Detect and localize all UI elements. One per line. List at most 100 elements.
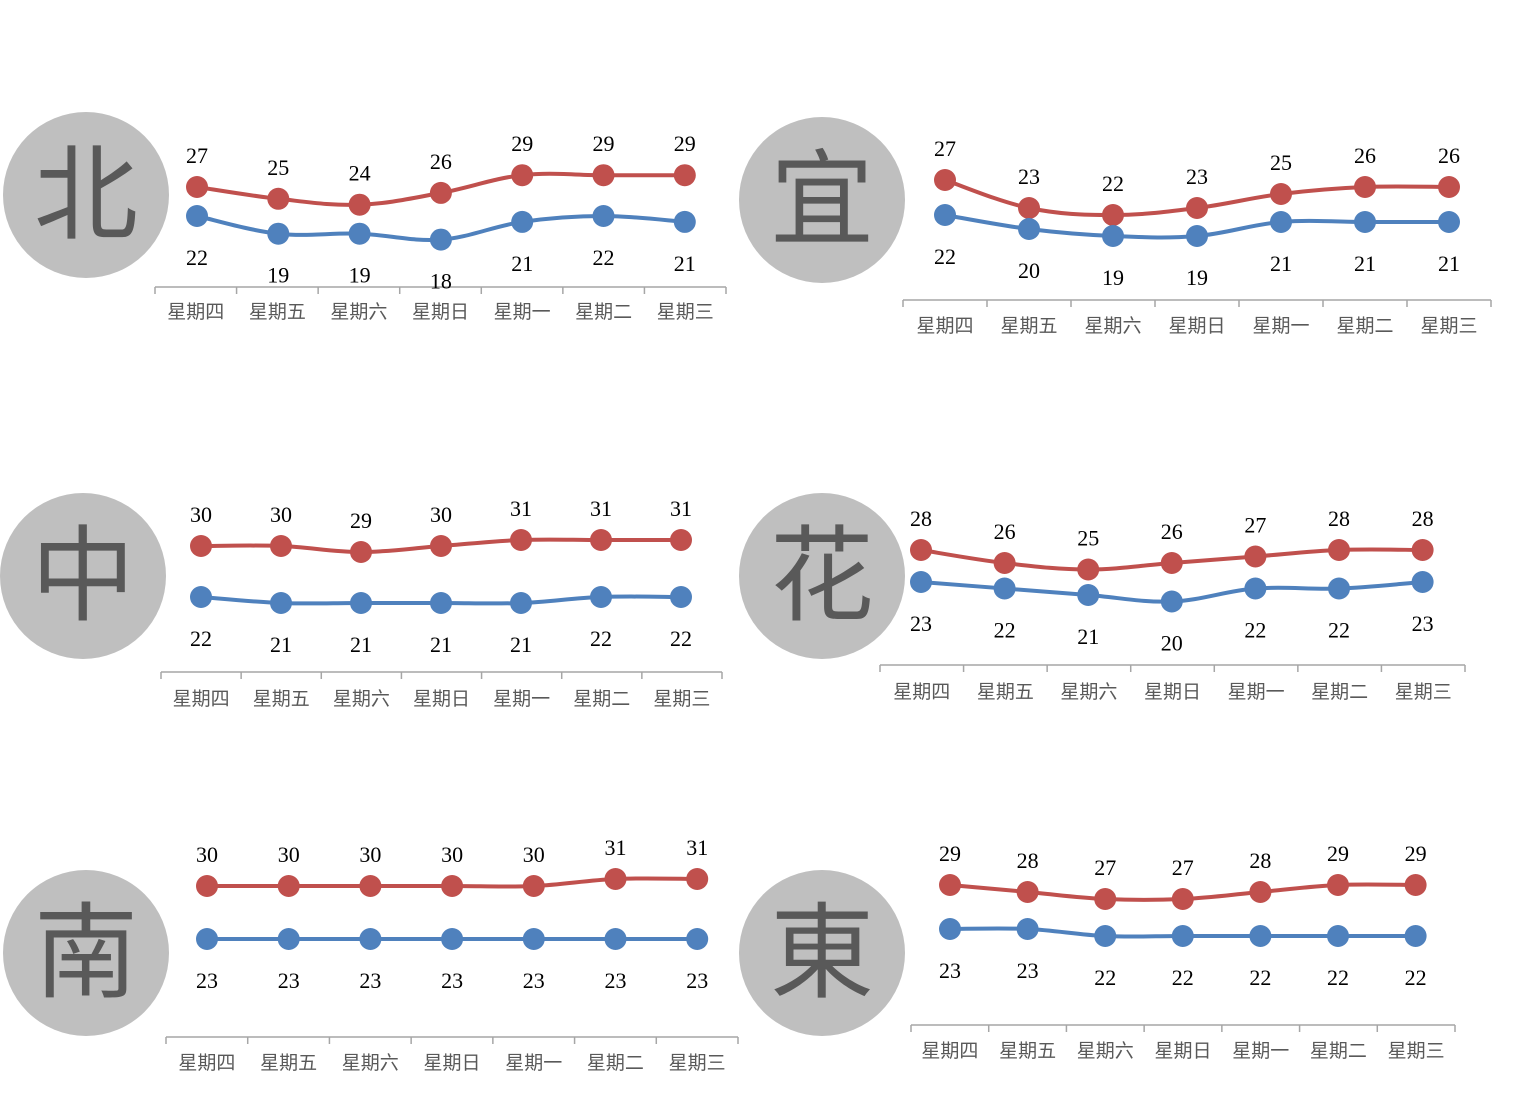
region-label: 花 <box>769 515 874 637</box>
low-temp-label: 23 <box>196 968 218 993</box>
high-temp-point <box>939 874 961 896</box>
high-temp-label: 26 <box>1354 143 1376 168</box>
high-temp-point <box>1018 197 1040 219</box>
high-temp-point <box>1270 183 1292 205</box>
high-temp-point <box>430 535 452 557</box>
region-badge: 北 <box>3 112 169 278</box>
high-temp-label: 26 <box>430 149 452 174</box>
low-temp-label: 22 <box>186 245 208 270</box>
region-badge: 宜 <box>739 117 905 283</box>
low-temp-point <box>1438 211 1460 233</box>
high-temp-point <box>673 164 696 187</box>
high-temp-label: 29 <box>593 131 615 156</box>
low-temp-label: 19 <box>1102 265 1124 290</box>
high-temp-label: 30 <box>196 842 218 867</box>
high-temp-point <box>1404 874 1427 896</box>
low-temp-label: 22 <box>1244 618 1266 643</box>
high-temp-label: 29 <box>674 131 696 156</box>
high-temp-point <box>1094 888 1117 910</box>
low-temp-label: 21 <box>270 632 292 657</box>
low-temp-point <box>441 928 464 950</box>
region-label: 中 <box>30 515 135 637</box>
x-tick-label: 星期五 <box>1000 315 1057 337</box>
x-tick-label: 星期日 <box>1168 315 1225 337</box>
low-temp-label: 23 <box>278 968 300 993</box>
high-temp-label: 30 <box>278 842 300 867</box>
x-tick-label: 星期五 <box>249 301 306 323</box>
low-temp-label: 18 <box>430 269 452 294</box>
high-temp-label: 23 <box>1018 164 1040 189</box>
x-tick-label: 星期三 <box>657 301 714 323</box>
high-temp-point <box>1186 197 1208 219</box>
high-temp-label: 22 <box>1102 171 1124 196</box>
high-temp-label: 29 <box>1405 841 1427 866</box>
low-temp-point <box>270 592 292 614</box>
low-temp-point <box>1186 225 1208 247</box>
x-tick-label: 星期五 <box>999 1040 1056 1062</box>
high-temp-label: 28 <box>1017 848 1039 873</box>
high-temp-point <box>1016 881 1039 903</box>
x-tick-label: 星期六 <box>1060 681 1117 703</box>
low-temp-point <box>429 228 452 251</box>
high-temp-point <box>429 181 452 204</box>
high-temp-point <box>190 535 212 557</box>
high-temp-label: 28 <box>1328 506 1350 531</box>
x-tick-label: 星期一 <box>1228 681 1285 703</box>
high-temp-point <box>1244 545 1267 568</box>
low-temp-point <box>348 222 371 245</box>
low-temp-point <box>522 928 545 950</box>
high-temp-point <box>590 529 612 551</box>
x-tick-label: 星期三 <box>1395 681 1452 703</box>
x-tick-label: 星期日 <box>1144 681 1201 703</box>
high-temp-point <box>993 552 1016 574</box>
high-temp-point <box>359 875 382 897</box>
low-temp-label: 20 <box>1018 258 1040 283</box>
low-temp-point <box>510 592 532 614</box>
high-temp-label: 25 <box>1077 526 1099 551</box>
high-temp-point <box>267 187 290 210</box>
region-badge: 東 <box>739 870 905 1036</box>
low-temp-point <box>910 571 932 593</box>
x-tick-label: 星期四 <box>916 315 973 337</box>
high-temp-point <box>511 164 534 187</box>
low-temp-label: 21 <box>510 632 532 657</box>
high-temp-label: 28 <box>1249 848 1271 873</box>
low-temp-point <box>1354 211 1376 233</box>
high-temp-label: 27 <box>186 143 208 168</box>
low-temp-label: 21 <box>430 632 452 657</box>
low-temp-point <box>267 222 290 245</box>
high-temp-point <box>1328 539 1350 561</box>
region-label: 東 <box>769 892 874 1014</box>
low-temp-label: 22 <box>670 626 692 651</box>
x-tick-label: 星期四 <box>167 301 224 323</box>
low-temp-point <box>430 592 452 614</box>
x-tick-label: 星期三 <box>1420 315 1477 337</box>
low-temp-label: 20 <box>1161 631 1183 656</box>
low-temp-label: 21 <box>1438 251 1460 276</box>
high-temp-point <box>270 535 292 557</box>
high-temp-label: 27 <box>1094 855 1116 880</box>
high-temp-label: 30 <box>441 842 463 867</box>
x-tick-label: 星期日 <box>423 1052 480 1074</box>
high-temp-label: 31 <box>670 496 692 521</box>
low-temp-point <box>934 204 956 226</box>
high-temp-label: 30 <box>190 502 212 527</box>
low-temp-label: 21 <box>674 251 696 276</box>
low-temp-point <box>1171 925 1194 947</box>
high-temp-point <box>1249 881 1272 903</box>
high-temp-point <box>510 529 532 551</box>
high-temp-point <box>1411 539 1434 561</box>
high-temp-label: 24 <box>349 161 371 186</box>
low-temp-label: 22 <box>590 626 612 651</box>
high-temp-point <box>348 193 371 216</box>
low-temp-point <box>1244 577 1267 600</box>
low-temp-label: 19 <box>267 263 289 288</box>
low-temp-point <box>196 928 218 950</box>
high-temp-label: 31 <box>510 496 532 521</box>
low-temp-label: 22 <box>1405 965 1427 990</box>
low-temp-label: 22 <box>994 618 1016 643</box>
region-badge: 南 <box>3 870 169 1036</box>
high-temp-point <box>592 164 615 187</box>
high-temp-point <box>1077 558 1100 581</box>
